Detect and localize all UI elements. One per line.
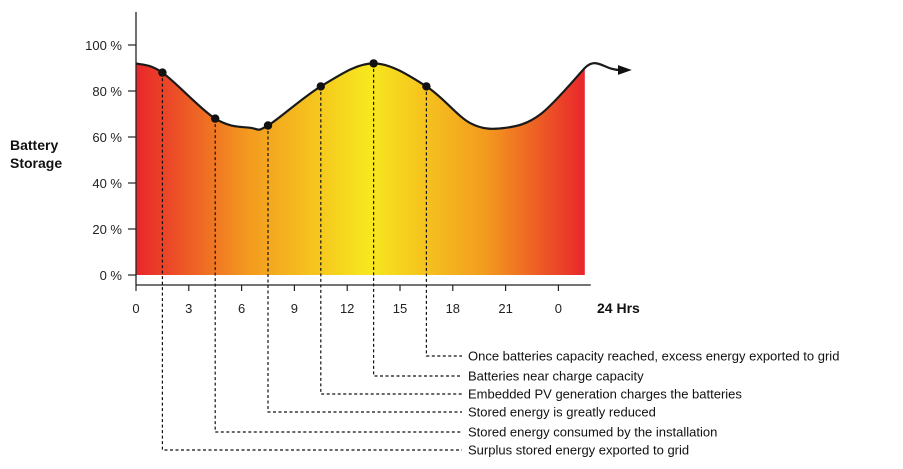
x-axis-unit-label: 24 Hrs bbox=[597, 300, 640, 316]
annotation-label: Stored energy is greatly reduced bbox=[468, 405, 656, 420]
y-axis-title: Battery Storage bbox=[10, 137, 62, 171]
x-tick-label: 0 bbox=[132, 301, 139, 316]
y-tick-label: 0 % bbox=[100, 268, 123, 283]
data-point bbox=[422, 82, 431, 91]
annotations: Surplus stored energy exported to grid St… bbox=[161, 63, 839, 458]
y-tick-label: 100 % bbox=[85, 38, 122, 53]
annotation-label: Surplus stored energy exported to grid bbox=[468, 443, 689, 458]
y-axis-title-line: Storage bbox=[10, 155, 62, 171]
area-layer bbox=[135, 62, 632, 276]
data-point bbox=[316, 82, 325, 91]
x-tick-label: 9 bbox=[291, 301, 298, 316]
y-tick-label: 60 % bbox=[92, 130, 122, 145]
data-point bbox=[369, 59, 378, 68]
data-points bbox=[158, 59, 431, 130]
data-point bbox=[263, 121, 273, 130]
x-tick-label: 15 bbox=[393, 301, 407, 316]
data-point bbox=[158, 68, 167, 77]
annotation-label: Batteries near charge capacity bbox=[468, 369, 644, 384]
y-axis-ticks: 0 % 20 % 40 % 60 % 80 % 100 % bbox=[85, 38, 136, 283]
annotation-label: Once batteries capacity reached, excess … bbox=[468, 349, 839, 364]
y-tick-label: 20 % bbox=[92, 222, 122, 237]
y-axis-title-line: Battery bbox=[10, 137, 58, 153]
annotation-label: Stored energy consumed by the installati… bbox=[468, 425, 717, 440]
x-tick-label: 3 bbox=[185, 301, 192, 316]
x-tick-label: 12 bbox=[340, 301, 354, 316]
annotation-label: Embedded PV generation charges the batte… bbox=[468, 387, 742, 402]
annotation-leader bbox=[425, 86, 462, 357]
x-tick-label: 6 bbox=[238, 301, 245, 316]
x-tick-label: 18 bbox=[446, 301, 460, 316]
axes bbox=[135, 12, 591, 286]
x-tick-label: 0 bbox=[555, 301, 562, 316]
x-axis-ticks: 0 3 6 9 12 15 18 21 0 24 Hrs bbox=[132, 285, 640, 316]
x-tick-label: 21 bbox=[498, 301, 512, 316]
y-tick-label: 80 % bbox=[92, 84, 122, 99]
data-point bbox=[211, 114, 220, 123]
annotation-leader bbox=[320, 86, 462, 395]
y-tick-label: 40 % bbox=[92, 176, 122, 191]
storage-area-fill bbox=[136, 63, 585, 276]
annotation-leader bbox=[267, 125, 462, 413]
